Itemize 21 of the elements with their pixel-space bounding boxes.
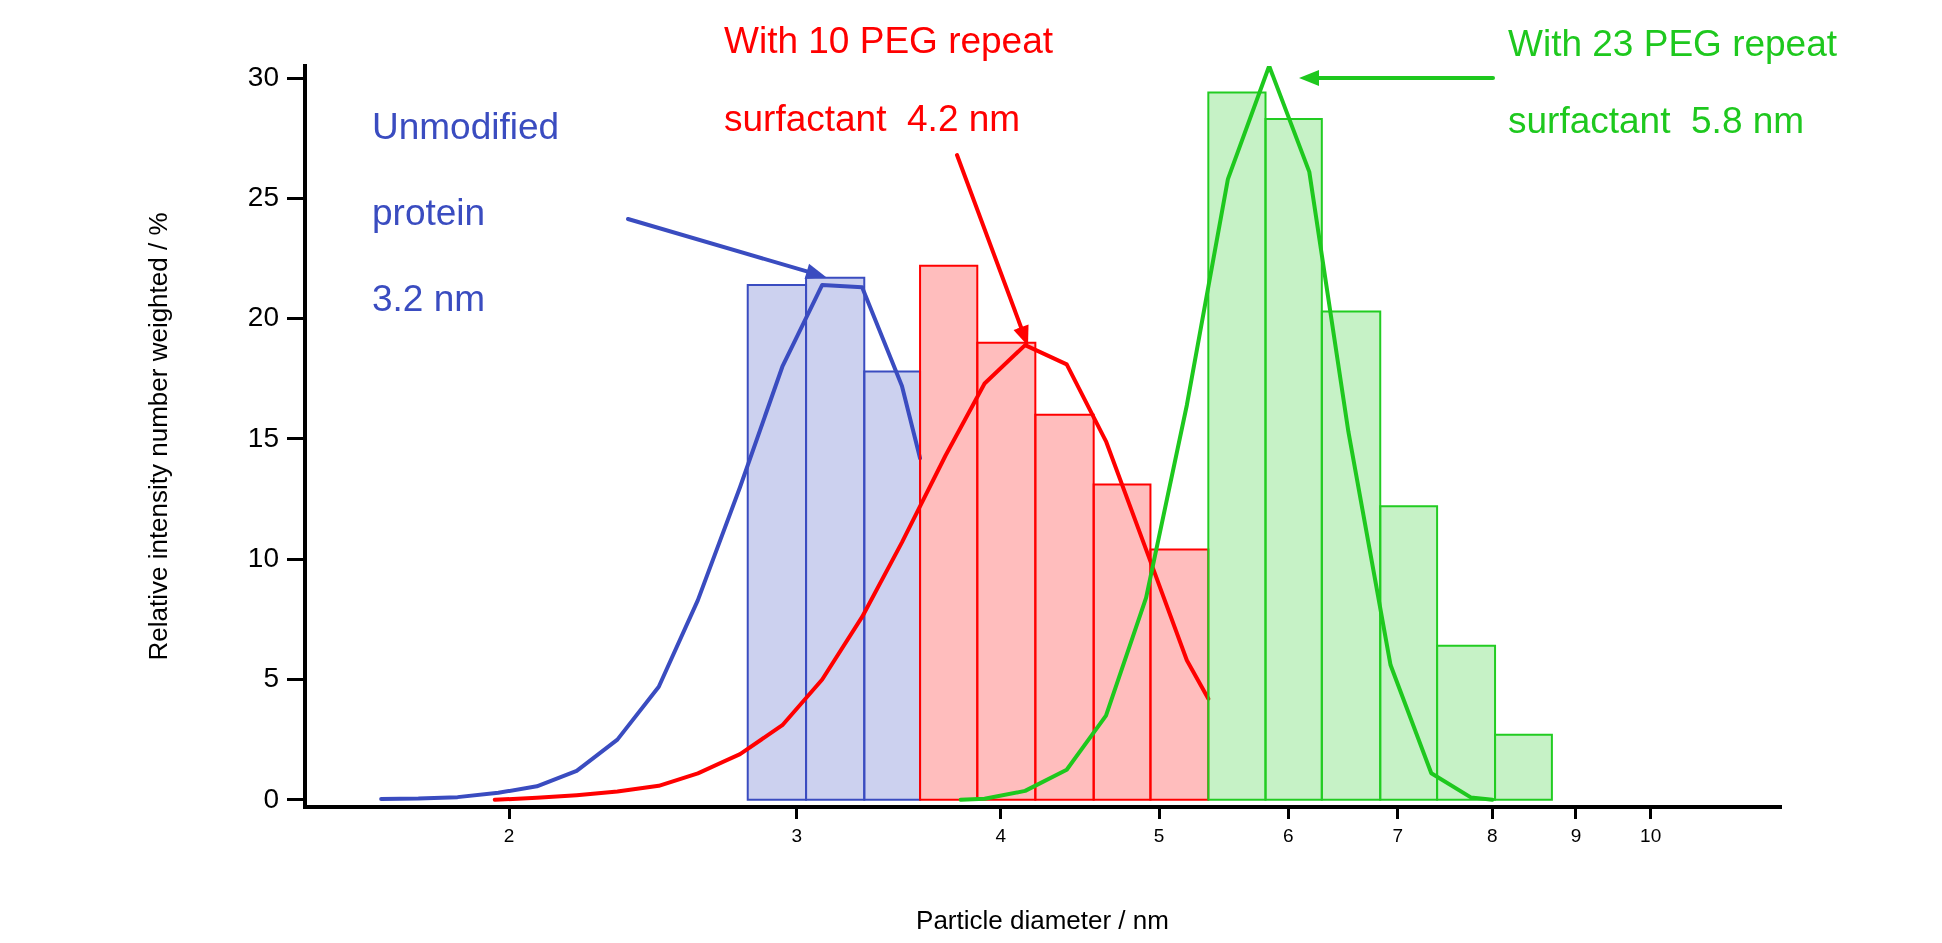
y-tick-label: 25 [247,181,279,213]
y-tick-label: 0 [263,782,279,814]
x-tick-label: 3 [791,824,802,846]
y-tick-label: 20 [247,301,279,333]
x-tick-label: 8 [1487,824,1498,846]
y-axis-title: Relative intensity number weighted / % [142,212,173,661]
y-tick-label: 5 [263,662,279,694]
x-tick-label: 4 [995,824,1007,846]
x-tick-label: 10 [1640,824,1662,846]
x-axis-title: Particle diameter / nm [916,904,1169,935]
annotation: With 10 PEG repeat surfactant 4.2 nm [724,19,1054,141]
x-tick-label: 9 [1570,824,1582,846]
x-tick-label: 6 [1283,824,1294,846]
y-tick-label: 15 [247,421,279,453]
text: Unmodified protein 3.2 nm [372,106,560,319]
x-tick-label: 2 [503,824,515,846]
x-tick-label: 5 [1153,824,1165,846]
y-tick-label: 30 [247,60,279,92]
x-tick-label: 7 [1392,824,1403,846]
y-tick-label: 10 [247,541,279,573]
annotation: With 23 PEG repeat surfactant 5.8 nm [1508,21,1838,143]
